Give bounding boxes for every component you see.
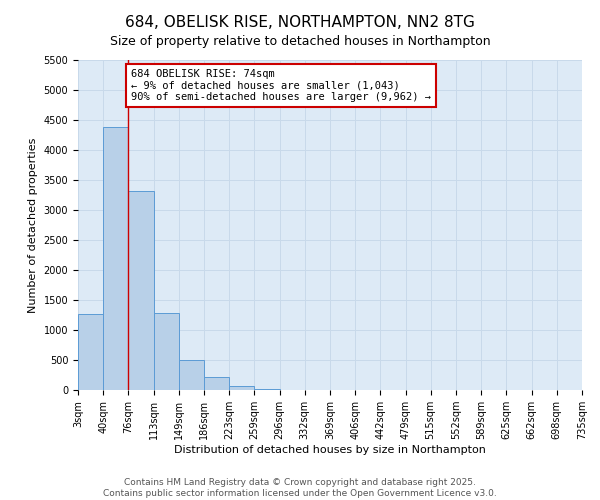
Bar [128, 191, 154, 390]
Text: Contains HM Land Registry data © Crown copyright and database right 2025.
Contai: Contains HM Land Registry data © Crown c… [103, 478, 497, 498]
Text: 684 OBELISK RISE: 74sqm
← 9% of detached houses are smaller (1,043)
90% of semi-: 684 OBELISK RISE: 74sqm ← 9% of detached… [131, 69, 431, 102]
Bar [154, 312, 179, 390]
Text: Size of property relative to detached houses in Northampton: Size of property relative to detached ho… [110, 35, 490, 48]
X-axis label: Distribution of detached houses by size in Northampton: Distribution of detached houses by size … [174, 445, 486, 455]
Bar [78, 314, 103, 390]
Bar [204, 377, 229, 390]
Bar [103, 127, 128, 390]
Text: 684, OBELISK RISE, NORTHAMPTON, NN2 8TG: 684, OBELISK RISE, NORTHAMPTON, NN2 8TG [125, 15, 475, 30]
Bar [229, 386, 254, 390]
Y-axis label: Number of detached properties: Number of detached properties [28, 138, 38, 312]
Bar [179, 360, 204, 390]
